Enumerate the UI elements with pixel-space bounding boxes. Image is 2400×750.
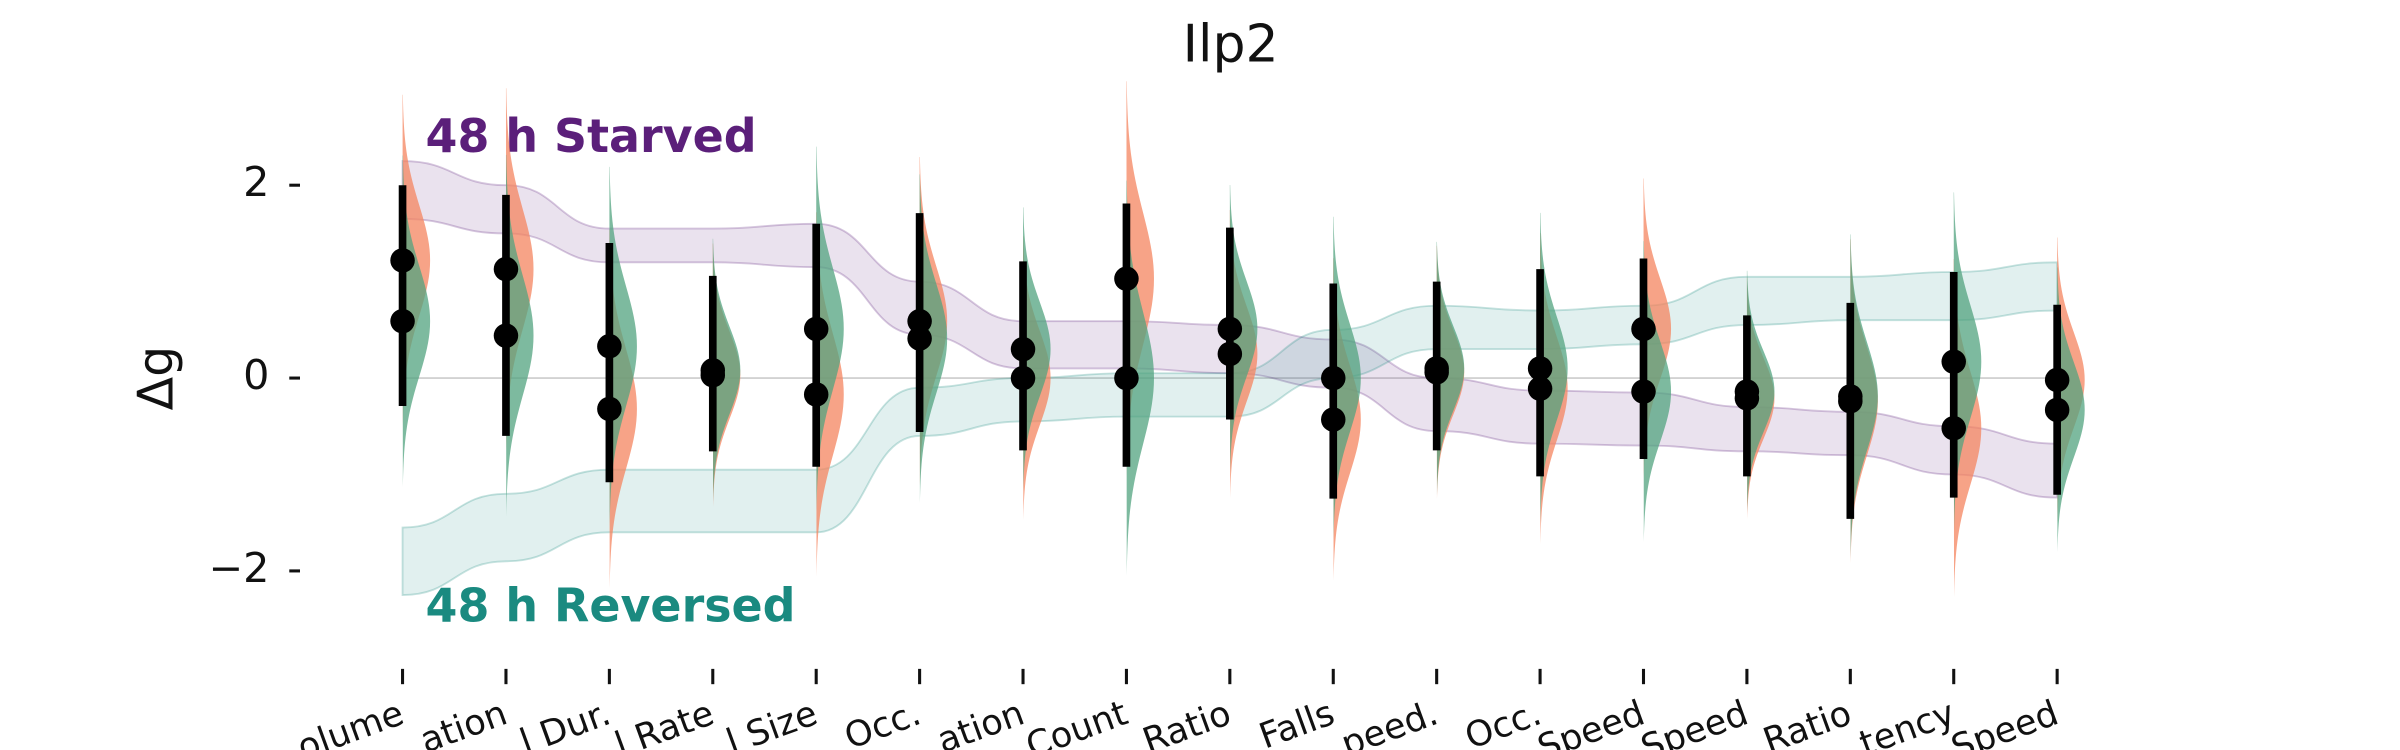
violin	[2057, 267, 2085, 553]
x-tick-label: Occ.	[1460, 693, 1547, 750]
violin	[919, 174, 948, 503]
x-tick-label: Speed	[1532, 693, 1650, 750]
y-axis-label: Δg	[128, 346, 185, 411]
x-tick-label: tency	[1854, 693, 1960, 750]
point	[1527, 376, 1553, 401]
point	[1631, 379, 1656, 404]
point	[390, 308, 415, 334]
point	[1941, 349, 1966, 374]
point	[2044, 367, 2070, 393]
violin	[1023, 207, 1051, 491]
violin	[1436, 241, 1465, 495]
point	[1217, 316, 1243, 342]
violin	[1746, 270, 1775, 513]
point	[1321, 365, 1346, 391]
point	[1217, 341, 1243, 367]
y-tick-label: −2	[208, 544, 269, 592]
point	[803, 316, 829, 342]
violin	[505, 154, 534, 517]
x-tick-label: Ratio	[1137, 693, 1236, 750]
x-tick-label: ation	[415, 693, 513, 750]
point	[390, 248, 415, 273]
x-tick-label: peed.	[1336, 693, 1443, 750]
chart-title: Ilp2	[1183, 14, 1279, 74]
violin	[1953, 192, 1982, 531]
point	[1838, 384, 1863, 409]
point	[493, 323, 519, 348]
point	[803, 382, 829, 407]
point	[597, 396, 622, 422]
point	[1527, 356, 1553, 381]
violin	[1850, 234, 1878, 559]
point	[907, 308, 932, 334]
x-tick-label: l Rate	[610, 693, 720, 750]
point	[1321, 407, 1346, 432]
point	[1114, 266, 1139, 291]
x-tick-label: l Size	[721, 693, 823, 750]
point	[1941, 415, 1966, 441]
x-tick-label: Count	[1021, 693, 1133, 750]
point	[1734, 379, 1760, 404]
violin	[1643, 241, 1672, 542]
x-tick-label: Speed	[1946, 693, 2064, 750]
point	[2044, 397, 2070, 423]
band-annotation: 48 h Reversed	[426, 579, 796, 633]
violin	[712, 238, 741, 502]
point	[493, 256, 519, 282]
violin	[1229, 184, 1258, 473]
x-tick-label: Ratio	[1758, 693, 1857, 750]
point	[1424, 356, 1449, 381]
x-tick-label: olume	[292, 693, 409, 750]
x-tick-label: Falls	[1254, 693, 1340, 750]
point	[1010, 365, 1036, 391]
point	[1010, 336, 1036, 362]
point	[1631, 316, 1656, 342]
y-tick-label: 2	[243, 158, 269, 206]
y-tick-label: 0	[243, 351, 269, 399]
point	[700, 358, 726, 383]
x-tick-label: Speed	[1636, 693, 1754, 750]
violin	[816, 146, 844, 512]
band-annotation: 48 h Starved	[426, 109, 757, 163]
point	[1114, 365, 1139, 391]
violin	[1540, 212, 1568, 524]
point	[907, 326, 932, 351]
x-tick-label: l Dur.	[515, 693, 616, 750]
x-tick-label: ation	[932, 693, 1030, 750]
violin	[402, 155, 431, 487]
violin	[1333, 216, 1361, 540]
violin	[609, 166, 637, 526]
x-tick-label: Occ.	[839, 693, 926, 750]
point	[597, 333, 622, 359]
